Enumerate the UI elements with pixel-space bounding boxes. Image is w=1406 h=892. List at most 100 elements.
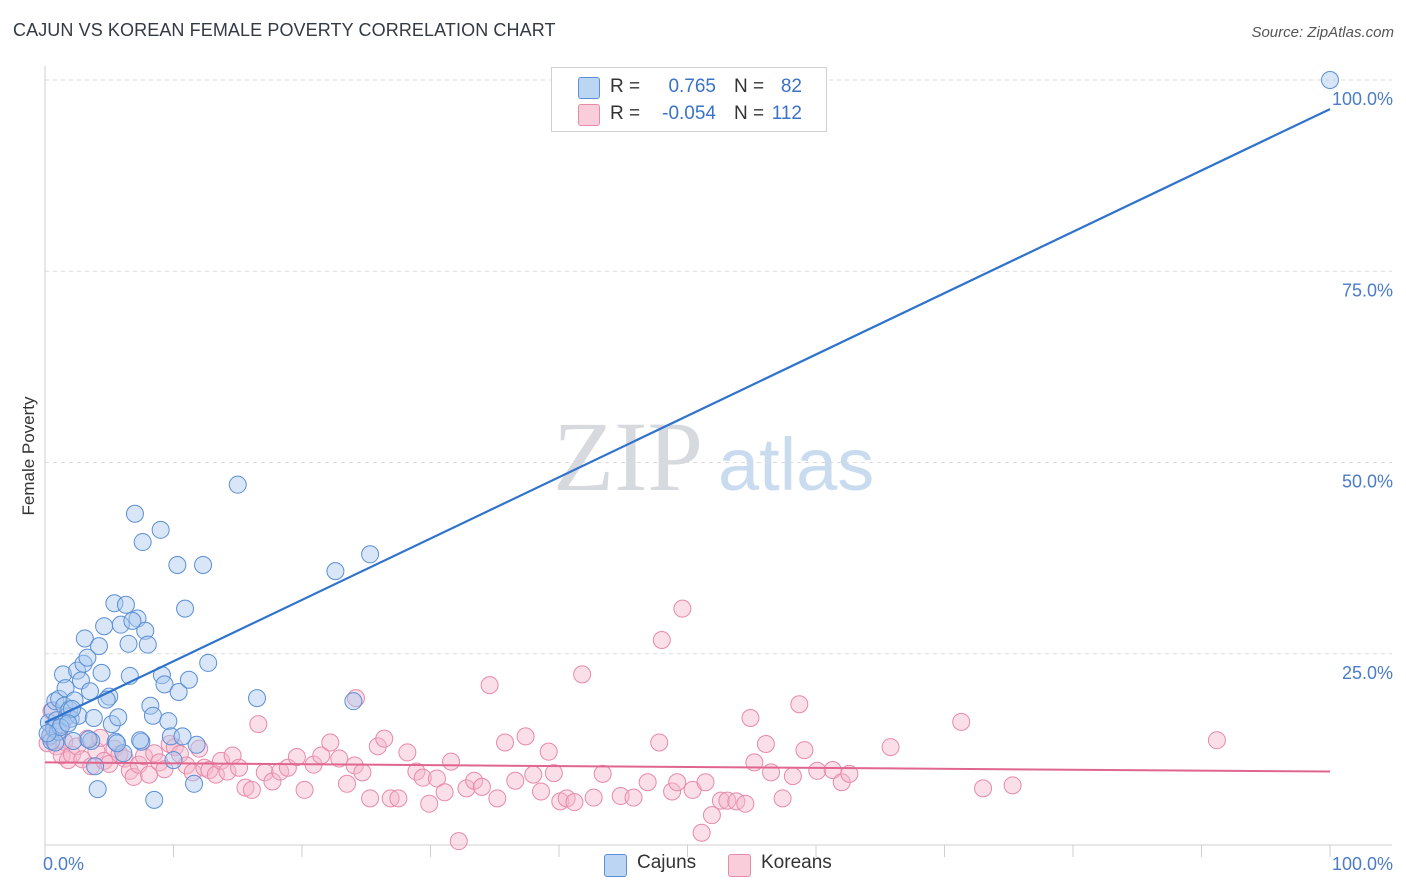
r-value: -0.054 [662, 103, 716, 124]
cajun-point [169, 683, 188, 701]
korean-point [375, 729, 394, 748]
korean-point [1003, 776, 1022, 795]
x-tick-label: 100.0% [1332, 854, 1393, 874]
legend-row-koreans: R = -0.054 N = 112 [552, 100, 826, 128]
cajun-point [123, 611, 142, 630]
cajun-point [38, 724, 57, 743]
legend-label-koreans: Koreans [761, 852, 832, 873]
y-tick-label: 25.0% [1342, 663, 1393, 683]
korean-point [783, 767, 802, 786]
korean-point [544, 764, 563, 783]
korean-point [756, 735, 775, 754]
koreans-points [38, 599, 1226, 851]
korean-point [692, 823, 711, 842]
cajun-point [125, 504, 144, 523]
korean-point [337, 774, 356, 793]
n-label: N = [734, 76, 765, 97]
korean-point [353, 763, 372, 782]
koreans-swatch [728, 854, 751, 877]
korean-point [718, 791, 737, 810]
korean-point [287, 748, 306, 767]
korean-point [389, 789, 408, 808]
cajun-point [105, 594, 124, 613]
cajun-point [194, 556, 213, 575]
korean-point [321, 733, 340, 752]
korean-point [952, 712, 971, 731]
korean-point [673, 599, 692, 618]
korean-point [741, 709, 760, 728]
korean-point [145, 744, 164, 763]
korean-point [368, 737, 387, 756]
korean-point [840, 764, 859, 783]
cajun-point [80, 682, 99, 701]
korean-point [230, 758, 249, 777]
y-axis-title: Female Poverty [19, 396, 38, 516]
cajuns-swatch [604, 854, 627, 877]
korean-point [435, 783, 454, 802]
korean-point [295, 780, 314, 799]
korean-point [795, 741, 814, 760]
cajun-point [89, 637, 108, 656]
korean-point [155, 760, 174, 779]
cajun-point [185, 774, 204, 793]
korean-point [449, 832, 468, 851]
cajun-point [79, 730, 98, 749]
korean-point [263, 772, 282, 791]
n-value: 112 [771, 103, 802, 124]
korean-point [95, 751, 114, 770]
watermark-zip: ZIP [553, 401, 703, 512]
cajun-point [56, 679, 75, 698]
korean-point [638, 773, 657, 792]
korean-point [573, 665, 592, 684]
korean-point [762, 763, 781, 782]
korean-point [593, 764, 612, 783]
korean-point [480, 676, 499, 695]
cajun-point [107, 734, 126, 753]
cajun-point [84, 709, 103, 728]
tick-labels: 25.0% 50.0% 75.0% 100.0% 0.0% 100.0% [43, 89, 1393, 874]
korean-point [650, 733, 669, 752]
korean-point [736, 794, 755, 813]
korean-point [532, 782, 551, 801]
cajuns-trend-line [44, 108, 1331, 724]
cajun-point [344, 692, 363, 711]
korean-point [496, 733, 515, 752]
cajun-point [173, 727, 192, 746]
legend-label-cajuns: Cajuns [637, 852, 697, 873]
cajun-point [199, 653, 218, 672]
r-value: 0.765 [668, 76, 716, 97]
cajun-point [92, 663, 111, 682]
r-label: R = [610, 103, 641, 124]
korean-point [212, 751, 231, 770]
korean-point [652, 630, 671, 649]
cajun-point [326, 562, 345, 581]
cajun-point [228, 475, 247, 494]
cajun-point [53, 665, 72, 684]
y-axis-label: Female Poverty [19, 396, 38, 516]
cajuns-points [38, 71, 1339, 809]
cajun-point [145, 790, 164, 809]
cajun-point [75, 629, 94, 648]
source-label: Source: ZipAtlas.com [1251, 24, 1394, 41]
korean-point [413, 768, 432, 787]
korean-point [346, 689, 365, 708]
cajun-point [114, 744, 133, 763]
y-tick-label: 100.0% [1332, 89, 1393, 109]
korean-point [330, 749, 349, 768]
cajun-point [136, 621, 155, 640]
korean-point [52, 746, 71, 765]
korean-point [516, 727, 535, 746]
korean-point [361, 789, 380, 808]
cajun-point [143, 706, 162, 725]
korean-point [442, 752, 461, 771]
cajun-point [168, 556, 187, 575]
cajun-point [155, 675, 174, 694]
cajun-point [116, 595, 135, 614]
gridlines [45, 79, 1392, 655]
cajun-point [159, 712, 178, 731]
cajun-point [361, 545, 380, 564]
cajun-point [176, 599, 195, 618]
koreans-trend-line [44, 761, 1331, 773]
cajun-point [59, 714, 78, 733]
cajun-point [179, 670, 198, 689]
